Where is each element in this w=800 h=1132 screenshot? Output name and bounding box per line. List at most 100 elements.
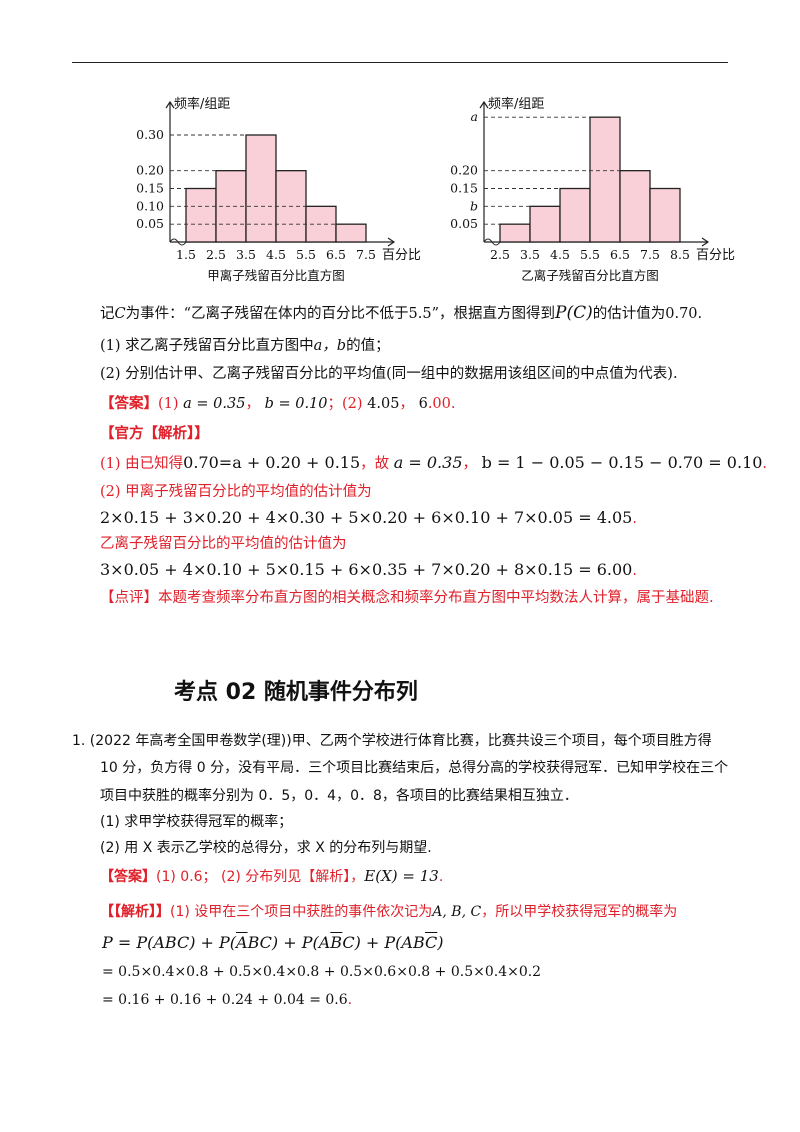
p1-text-2: 10 分，负方得 0 分，没有平局．三个项目比赛结束后，总得分高的学校获得冠军．… [100,760,729,776]
formula-line-2: = 0.5×0.4×0.8 + 0.5×0.4×0.8 + 0.5×0.6×0.… [102,962,541,982]
x-tick-label: 4.5 [550,247,570,262]
comment-line: 【点评】本题考查频率分布直方图的相关概念和频率分布直方图中平均数法人计算，属于基… [100,588,714,608]
intro-text-2: 为事件：“乙离子残留在体内的百分比不低于 [125,306,409,322]
answer-b: b = 0.10 [264,396,328,412]
prob-pc: P(C) [555,303,593,323]
solution-2-equation: 2×0.15 + 3×0.20 + 4×0.30 + 5×0.20 + 6×0.… [100,508,637,529]
formula-part-3: C) + P(AB [342,933,426,952]
y-tick-label: 0.05 [136,216,164,231]
s3-dot: . [632,563,637,579]
p1-expectation: E(X) = 13 [364,867,439,885]
section-heading: 考点 02 随机事件分布列 [174,680,418,705]
answer-label: 【答案】 [100,395,158,412]
x-tick-label: 1.5 [176,247,196,262]
answer-part1: (1) [158,396,179,412]
problem-1-line-3: 项目中获胜的概率分别为 0．5，0．4，0．8，各项目的比赛结果相互独立． [100,786,578,806]
intro-end: . [697,306,703,322]
p1-analysis-text-2: ，所以甲学校获得冠军的概率为 [481,904,678,920]
y-tick-label: 0.05 [450,216,478,231]
y-tick-label: b [470,198,478,213]
formula-part-2: BC) + P(A [247,933,331,952]
problem-1-body: 1. (2022 年高考全国甲卷数学(理))甲、乙两个学校进行体育比赛，比赛共设… [72,0,762,1132]
x-tick-label: 3.5 [520,247,540,262]
x-tick-label: 5.5 [296,247,316,262]
y-axis-arrow [165,100,175,109]
official-label: 【官方【解析】】 [100,424,209,444]
question-2: (2) 分别估计甲、乙离子残留百分比的平均值(同一组中的数据用该组区间的中点值为… [100,364,678,384]
p1-answer-label: 【答案】 [100,869,156,885]
probability-formula: P = P(ABC) + P(ABC) + P(ABC) + P(ABC) [102,933,444,953]
p1-q1-text: (1) 求甲学校获得冠军的概率； [100,814,293,830]
question-1: (1) 求乙离子残留百分比直方图中a，b的值； [100,336,390,356]
histogram-bar [559,187,591,243]
problem-1-q2: (2) 用 X 表示乙学校的总得分，求 X 的分布列与期望. [100,838,432,858]
answer-sep1: ， [245,396,260,412]
y-tick-label: 0.15 [136,181,164,196]
formula-dot: . [347,992,353,1008]
intro-text-4: 的估计值为 [592,306,666,322]
intro-line: 记C为事件：“乙离子残留在体内的百分比不低于5.5”，根据直方图得到P(C)的估… [100,303,702,324]
problem-1-line-2: 10 分，负方得 0 分，没有平局．三个项目比赛结束后，总得分高的学校获得冠军．… [100,758,728,778]
y-tick-label: 0.15 [450,181,478,196]
y-axis-label: 频率/组距 [488,96,544,112]
x-axis-label: 百分比 [382,248,420,263]
y-tick-label: 0.10 [136,198,164,213]
intro-text-1: 记 [100,306,115,322]
s2-dot: . [632,511,637,527]
answer-dot: . [450,396,456,412]
chart-caption: 甲离子残留百分比直方图 [207,268,345,283]
s1-text-2: ，故 [360,456,390,472]
formula-result: = 0.16 + 0.16 + 0.24 + 0.04 = 0.6 [102,992,348,1008]
formula-c-bar: C [425,933,438,952]
solution-1: (1) 由已知得0.70=a + 0.20 + 0.15，故 a = 0.35，… [100,453,767,474]
p1-answer-2: (2) 分布列见【解析】， [221,869,365,885]
histogram-jia: 频率/组距 0.30 0.20 0.15 0.10 0.05 1.5 2.5 3.5 4.5 5.5… [136,96,420,283]
solution-2-title: (2) 甲离子残留百分比的平均值的估计值为 [100,482,372,502]
value-070: 0.70 [665,306,698,322]
problem-1-answer: 【答案】(1) 0.6； (2) 分布列见【解析】，E(X) = 13. [100,866,443,887]
answer-a: a = 0.35 [183,396,246,412]
q1-text-2: 的值； [346,338,390,354]
p1-text-1: 1. (2022 年高考全国甲卷数学(理))甲、乙两个学校进行体育比赛，比赛共设… [72,733,712,749]
value-55: 5.5 [408,306,432,322]
histogram-bar [589,116,621,243]
answer-405: 4.05 [367,396,400,412]
x-tick-label: 6.5 [610,247,630,262]
y-tick-label: 0.20 [450,163,478,178]
s1-b-equation: b = 1 − 0.05 − 0.15 − 0.70 = 0.10 [481,453,763,472]
x-axis-arrow [701,237,710,247]
p1-q2-text: (2) 用 X 表示乙学校的总得分，求 X 的分布列与期望. [100,840,432,856]
p1-events: A, B, C [432,904,482,920]
p1-analysis-label: 【【解析】】 [100,904,170,920]
s3-equation: 3×0.05 + 4×0.10 + 5×0.15 + 6×0.35 + 7×0.… [100,560,633,579]
y-tick-label: 0.20 [136,163,164,178]
intro-text-3: ”，根据直方图得到 [431,306,556,322]
formula-expansion: = 0.5×0.4×0.8 + 0.5×0.4×0.8 + 0.5×0.6×0.… [102,964,542,980]
y-axis-arrow [479,100,489,109]
problem-1-line-1: 1. (2022 年高考全国甲卷数学(理))甲、乙两个学校进行体育比赛，比赛共设… [72,731,712,751]
problem-1-analysis: 【【解析】】(1) 设甲在三个项目中获胜的事件依次记为A, B, C，所以甲学校… [100,902,677,922]
p1-analysis-text: (1) 设甲在三个项目中获胜的事件依次记为 [170,904,433,920]
s1-equation: 0.70=a + 0.20 + 0.15 [183,453,361,472]
x-axis-label: 百分比 [696,248,735,263]
x-tick-label: 7.5 [640,247,660,262]
solution-3-title: 乙离子残留百分比的平均值的估计值为 [100,534,347,554]
histogram-bar [335,223,367,243]
x-axis-arrow [387,237,396,247]
answer-6: 6 [418,396,428,412]
official-analysis-label: 【官方【解析】】 [100,425,209,442]
y-axis-label: 频率/组距 [174,96,230,112]
comment-text: 【点评】本题考查频率分布直方图的相关概念和频率分布直方图中平均数法人计算，属于基… [100,590,714,606]
y-tick-label: a [471,109,478,124]
solution-3-equation: 3×0.05 + 4×0.10 + 5×0.15 + 6×0.35 + 7×0.… [100,560,637,581]
document-body: 记C为事件：“乙离子残留在体内的百分比不低于5.5”，根据直方图得到P(C)的估… [100,0,767,1132]
s2-title: (2) 甲离子残留百分比的平均值的估计值为 [100,484,372,500]
s2-equation: 2×0.15 + 3×0.20 + 4×0.30 + 5×0.20 + 6×0.… [100,508,633,527]
x-tick-label: 4.5 [266,247,286,262]
s3-title: 乙离子残留百分比的平均值的估计值为 [100,536,347,552]
histogram-bar [185,187,217,243]
formula-b-bar: B [330,933,343,952]
answer-line: 【答案】(1) a = 0.35， b = 0.10；(2) 4.05， 6.0… [100,394,455,414]
formula-line-3: = 0.16 + 0.16 + 0.24 + 0.04 = 0.6. [102,990,352,1010]
x-tick-label: 5.5 [580,247,600,262]
